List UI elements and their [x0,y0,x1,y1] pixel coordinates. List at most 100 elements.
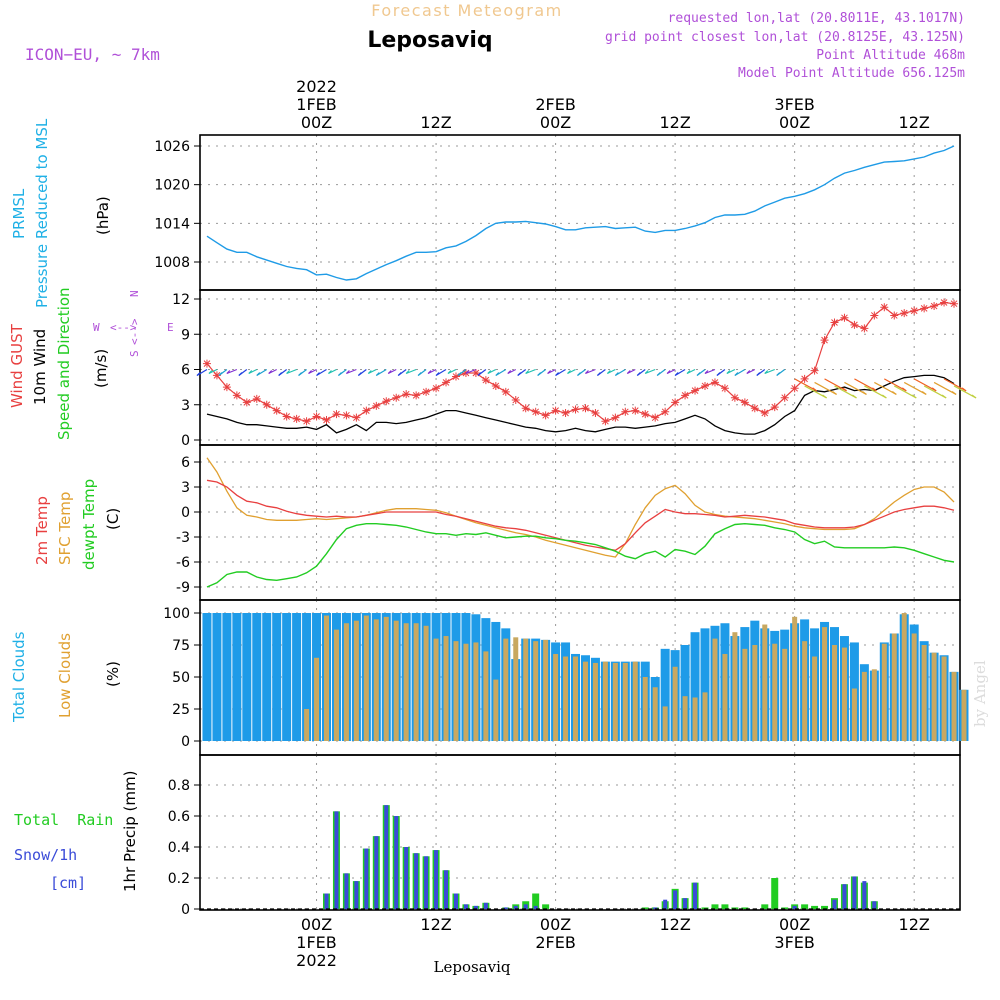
top-time-label: 1FEB [296,95,336,114]
gust-marker [691,386,700,395]
bar-snow [424,856,429,909]
bar-snow [862,881,867,909]
bar-low-cloud [363,615,369,741]
wind-barb-head [278,372,283,376]
wind-barb-head [268,370,273,374]
compass-n: N [128,290,141,297]
wind-barb-head [674,372,679,376]
gust-marker [810,366,819,375]
wind-barb-head [756,372,761,376]
wind-barb [804,385,827,399]
top-time-label: 12Z [899,113,930,132]
wind-barb-head [716,372,721,376]
bar-snow [683,898,688,909]
bar-snow [394,816,399,909]
bar-snow [384,805,389,909]
wind-barb [346,368,357,375]
gust-marker [491,381,500,390]
requested-coords: requested lon,lat (20.8011E, 43.1017N) [668,11,965,26]
ytick-label: 3 [181,480,190,496]
compass-vertical-arrow: <--> [128,318,141,345]
wind-barb-head [547,370,552,374]
wind-barb [913,378,937,392]
gust-marker [651,413,660,422]
bar-low-cloud [343,623,349,741]
gust-marker [681,391,690,400]
gust-marker [720,384,729,393]
top-time-label: 12Z [420,113,451,132]
bar-snow [792,905,797,909]
gust-marker [840,313,849,322]
ytick-label: 6 [181,455,190,471]
top-time-label: 00Z [779,113,810,132]
bar-rain [731,907,739,909]
gust-marker [372,401,381,410]
wind-barb [953,385,977,399]
gust-marker [730,393,739,402]
wind-gust-label: Wind GUST [8,323,26,408]
gust-marker [870,311,879,320]
gust-marker [392,393,401,402]
bar-low-cloud [951,671,957,741]
bar-low-cloud [782,648,788,741]
gust-marker [740,398,749,407]
bar-snow [404,847,409,909]
wind-barb-head [872,387,877,392]
precip-panel-labels: Total Rain Snow/1h [cm] 1hr Precip (mm) [14,771,139,892]
wind-barb-head [644,370,649,374]
wind-barb [405,368,417,375]
gust-marker [850,320,859,329]
bar-low-cloud [523,638,529,741]
bar-low-cloud [533,641,539,741]
wind-barb-head [764,370,769,374]
grid-point-coords: grid point closest lon,lat (20.8125E, 43… [605,30,965,45]
gust-marker [242,398,251,407]
wind-barb [644,368,656,375]
gust-marker [412,391,421,400]
wind-barb-head [726,370,731,374]
bar-snow [653,907,658,909]
bar-low-cloud [682,696,688,741]
watermark: by Angel [971,660,989,727]
compass-rose: N S W E <--> <--> [93,290,174,357]
bar-snow [533,905,538,909]
wind-barb-head [375,372,380,376]
bar-low-cloud [712,638,718,741]
ytick-label: 0.4 [168,840,190,856]
bar-low-cloud [822,627,828,741]
gust-marker [880,303,889,312]
ytick-label: 3 [181,398,190,414]
bar-snow [872,901,877,909]
ytick-label: 0.8 [168,778,190,794]
gust-marker [362,406,371,415]
temp-panel-labels: 2m Temp SFC Temp dewpt Temp (C) [33,479,122,570]
bar-low-cloud [592,662,598,741]
wind-barb-head [495,372,500,376]
bar-snow [354,881,359,909]
wind-barb [884,378,907,392]
wind-barb-head [822,394,827,399]
gust-marker [631,406,640,415]
gust-marker [262,400,271,409]
wind-barb-head [397,372,402,376]
wind-barb-head [951,390,957,395]
wind-barb [704,368,716,375]
wind-panel-labels: Wind GUST 10m Wind Speed and Direction (… [8,287,174,440]
ytick-label: 100 [163,606,190,622]
wind-barb [874,381,897,395]
temp-2m-label: 2m Temp [33,496,51,565]
gust-marker [252,394,261,403]
bar-rain [811,905,819,909]
gust-marker [232,391,241,400]
wind-barb-head [842,387,847,392]
ytick-label: 0 [181,734,190,750]
bar-low-cloud [792,616,798,741]
bar-snow [473,905,478,909]
bottom-time-label: 2022 [296,951,337,970]
wind-barb-head [226,370,231,374]
wind-barb-head [746,370,751,374]
bar-total-cloud [252,613,262,741]
bar-snow [334,811,339,909]
